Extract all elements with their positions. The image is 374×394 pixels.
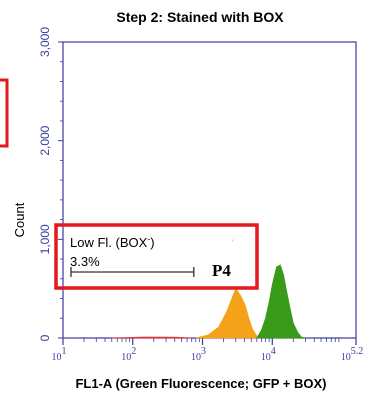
y-axis: 3,000 2,000 1,000 0 bbox=[38, 27, 63, 341]
y-tick-label: 0 bbox=[38, 334, 52, 341]
y-tick-label: 1,000 bbox=[38, 224, 52, 254]
small-tick-mark: ' bbox=[232, 238, 234, 248]
x-tick-label: 105.2 bbox=[341, 346, 364, 363]
x-axis: 101 102 103 104 105.2 bbox=[52, 338, 364, 363]
histogram-area-1 bbox=[256, 264, 306, 339]
histogram-series bbox=[111, 264, 306, 339]
x-tick-label: 104 bbox=[261, 346, 276, 363]
gate-name: P4 bbox=[212, 261, 231, 280]
histogram-area-2 bbox=[111, 336, 192, 339]
histogram-area-0 bbox=[195, 287, 262, 339]
gate-highlight-box bbox=[54, 223, 259, 290]
x-tick-label: 101 bbox=[52, 346, 67, 363]
y-tick-label: 2,000 bbox=[38, 125, 52, 155]
x-axis-label: FL1-A (Green Fluorescence; GFP + BOX) bbox=[75, 376, 326, 391]
left-highlight-box bbox=[0, 78, 9, 148]
gate-percent: 3.3% bbox=[70, 254, 100, 269]
y-tick-label: 3,000 bbox=[38, 27, 52, 57]
y-axis-label: Count bbox=[12, 202, 27, 237]
x-tick-label: 102 bbox=[121, 346, 136, 363]
chart-title: Step 2: Stained with BOX bbox=[116, 9, 284, 25]
gate-annotation: Low Fl. (BOX-) 3.3% P4 ' bbox=[54, 223, 259, 290]
gate-label: Low Fl. (BOX-) bbox=[70, 234, 155, 250]
x-tick-label: 103 bbox=[191, 346, 206, 363]
plot-frame bbox=[62, 41, 357, 339]
